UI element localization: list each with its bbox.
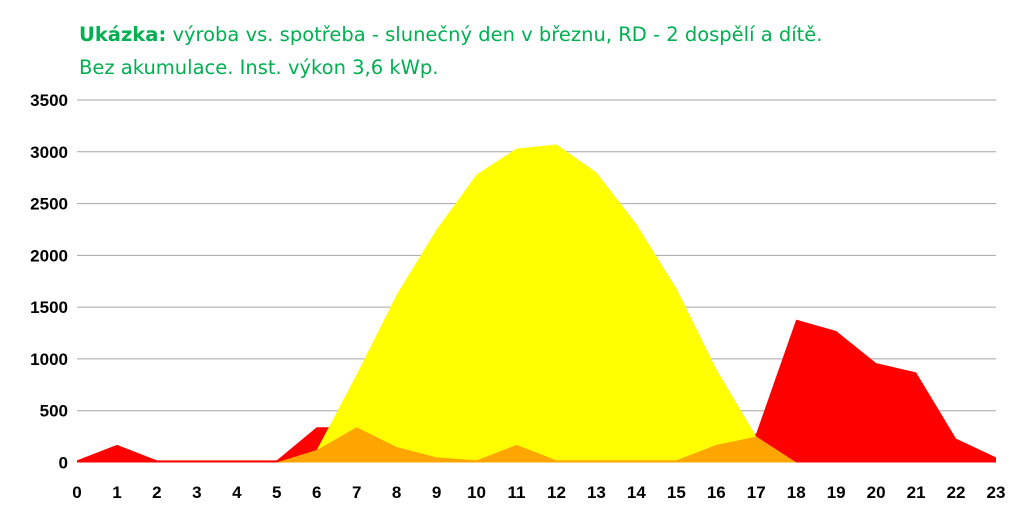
x-tick-label: 12 bbox=[547, 483, 566, 502]
plot-areas bbox=[77, 144, 996, 463]
chart-title-lead: Ukázka: bbox=[79, 23, 167, 46]
y-tick-label: 3000 bbox=[30, 143, 68, 162]
y-tick-label: 1000 bbox=[30, 350, 68, 369]
x-tick-label: 1 bbox=[112, 483, 121, 502]
x-tick-label: 6 bbox=[312, 483, 321, 502]
x-tick-label: 9 bbox=[432, 483, 441, 502]
x-tick-label: 11 bbox=[508, 483, 526, 502]
y-tick-label: 1500 bbox=[30, 298, 68, 317]
x-tick-label: 2 bbox=[152, 483, 161, 502]
x-tick-label: 13 bbox=[587, 483, 606, 502]
x-tick-label: 5 bbox=[272, 483, 281, 502]
y-tick-label: 2000 bbox=[30, 246, 68, 265]
x-tick-label: 20 bbox=[867, 483, 886, 502]
x-tick-label: 23 bbox=[987, 483, 1006, 502]
x-tick-label: 16 bbox=[707, 483, 726, 502]
x-tick-label: 22 bbox=[947, 483, 966, 502]
x-tick-label: 17 bbox=[747, 483, 766, 502]
x-tick-label: 0 bbox=[72, 483, 81, 502]
chart-title: Ukázka: výroba vs. spotřeba - slunečný d… bbox=[79, 18, 1009, 84]
y-tick-label: 500 bbox=[40, 402, 68, 421]
x-tick-label: 18 bbox=[787, 483, 806, 502]
x-axis-tick-labels: 0 1 2 3 4 5 6 7 8 9 10 11 12 13 14 15 16 17 18 19 20 21 22 23 bbox=[72, 483, 1005, 502]
series-area-red bbox=[77, 319, 996, 463]
x-tick-label: 8 bbox=[392, 483, 401, 502]
y-tick-label: 2500 bbox=[30, 195, 68, 214]
x-tick-label: 21 bbox=[907, 483, 926, 502]
x-tick-label: 4 bbox=[232, 483, 242, 502]
y-tick-label: 3500 bbox=[30, 91, 68, 110]
x-tick-label: 19 bbox=[827, 483, 846, 502]
x-tick-label: 3 bbox=[192, 483, 201, 502]
series-area-yellow bbox=[77, 144, 996, 463]
x-tick-label: 14 bbox=[627, 483, 646, 502]
y-tick-label: 0 bbox=[59, 454, 68, 473]
chart-subtitle: Bez akumulace. Inst. výkon 3,6 kWp. bbox=[79, 56, 439, 79]
y-axis-tick-labels: 0 500 1000 1500 2000 2500 3000 3500 bbox=[30, 91, 68, 473]
series-area-overlap bbox=[77, 427, 996, 463]
chart-title-text: výroba vs. spotřeba - slunečný den v bře… bbox=[166, 23, 823, 46]
chart-title-line-1: Ukázka: výroba vs. spotřeba - slunečný d… bbox=[79, 18, 1009, 51]
x-tick-label: 10 bbox=[467, 483, 486, 502]
x-tick-label: 7 bbox=[352, 483, 361, 502]
x-tick-label: 15 bbox=[667, 483, 686, 502]
